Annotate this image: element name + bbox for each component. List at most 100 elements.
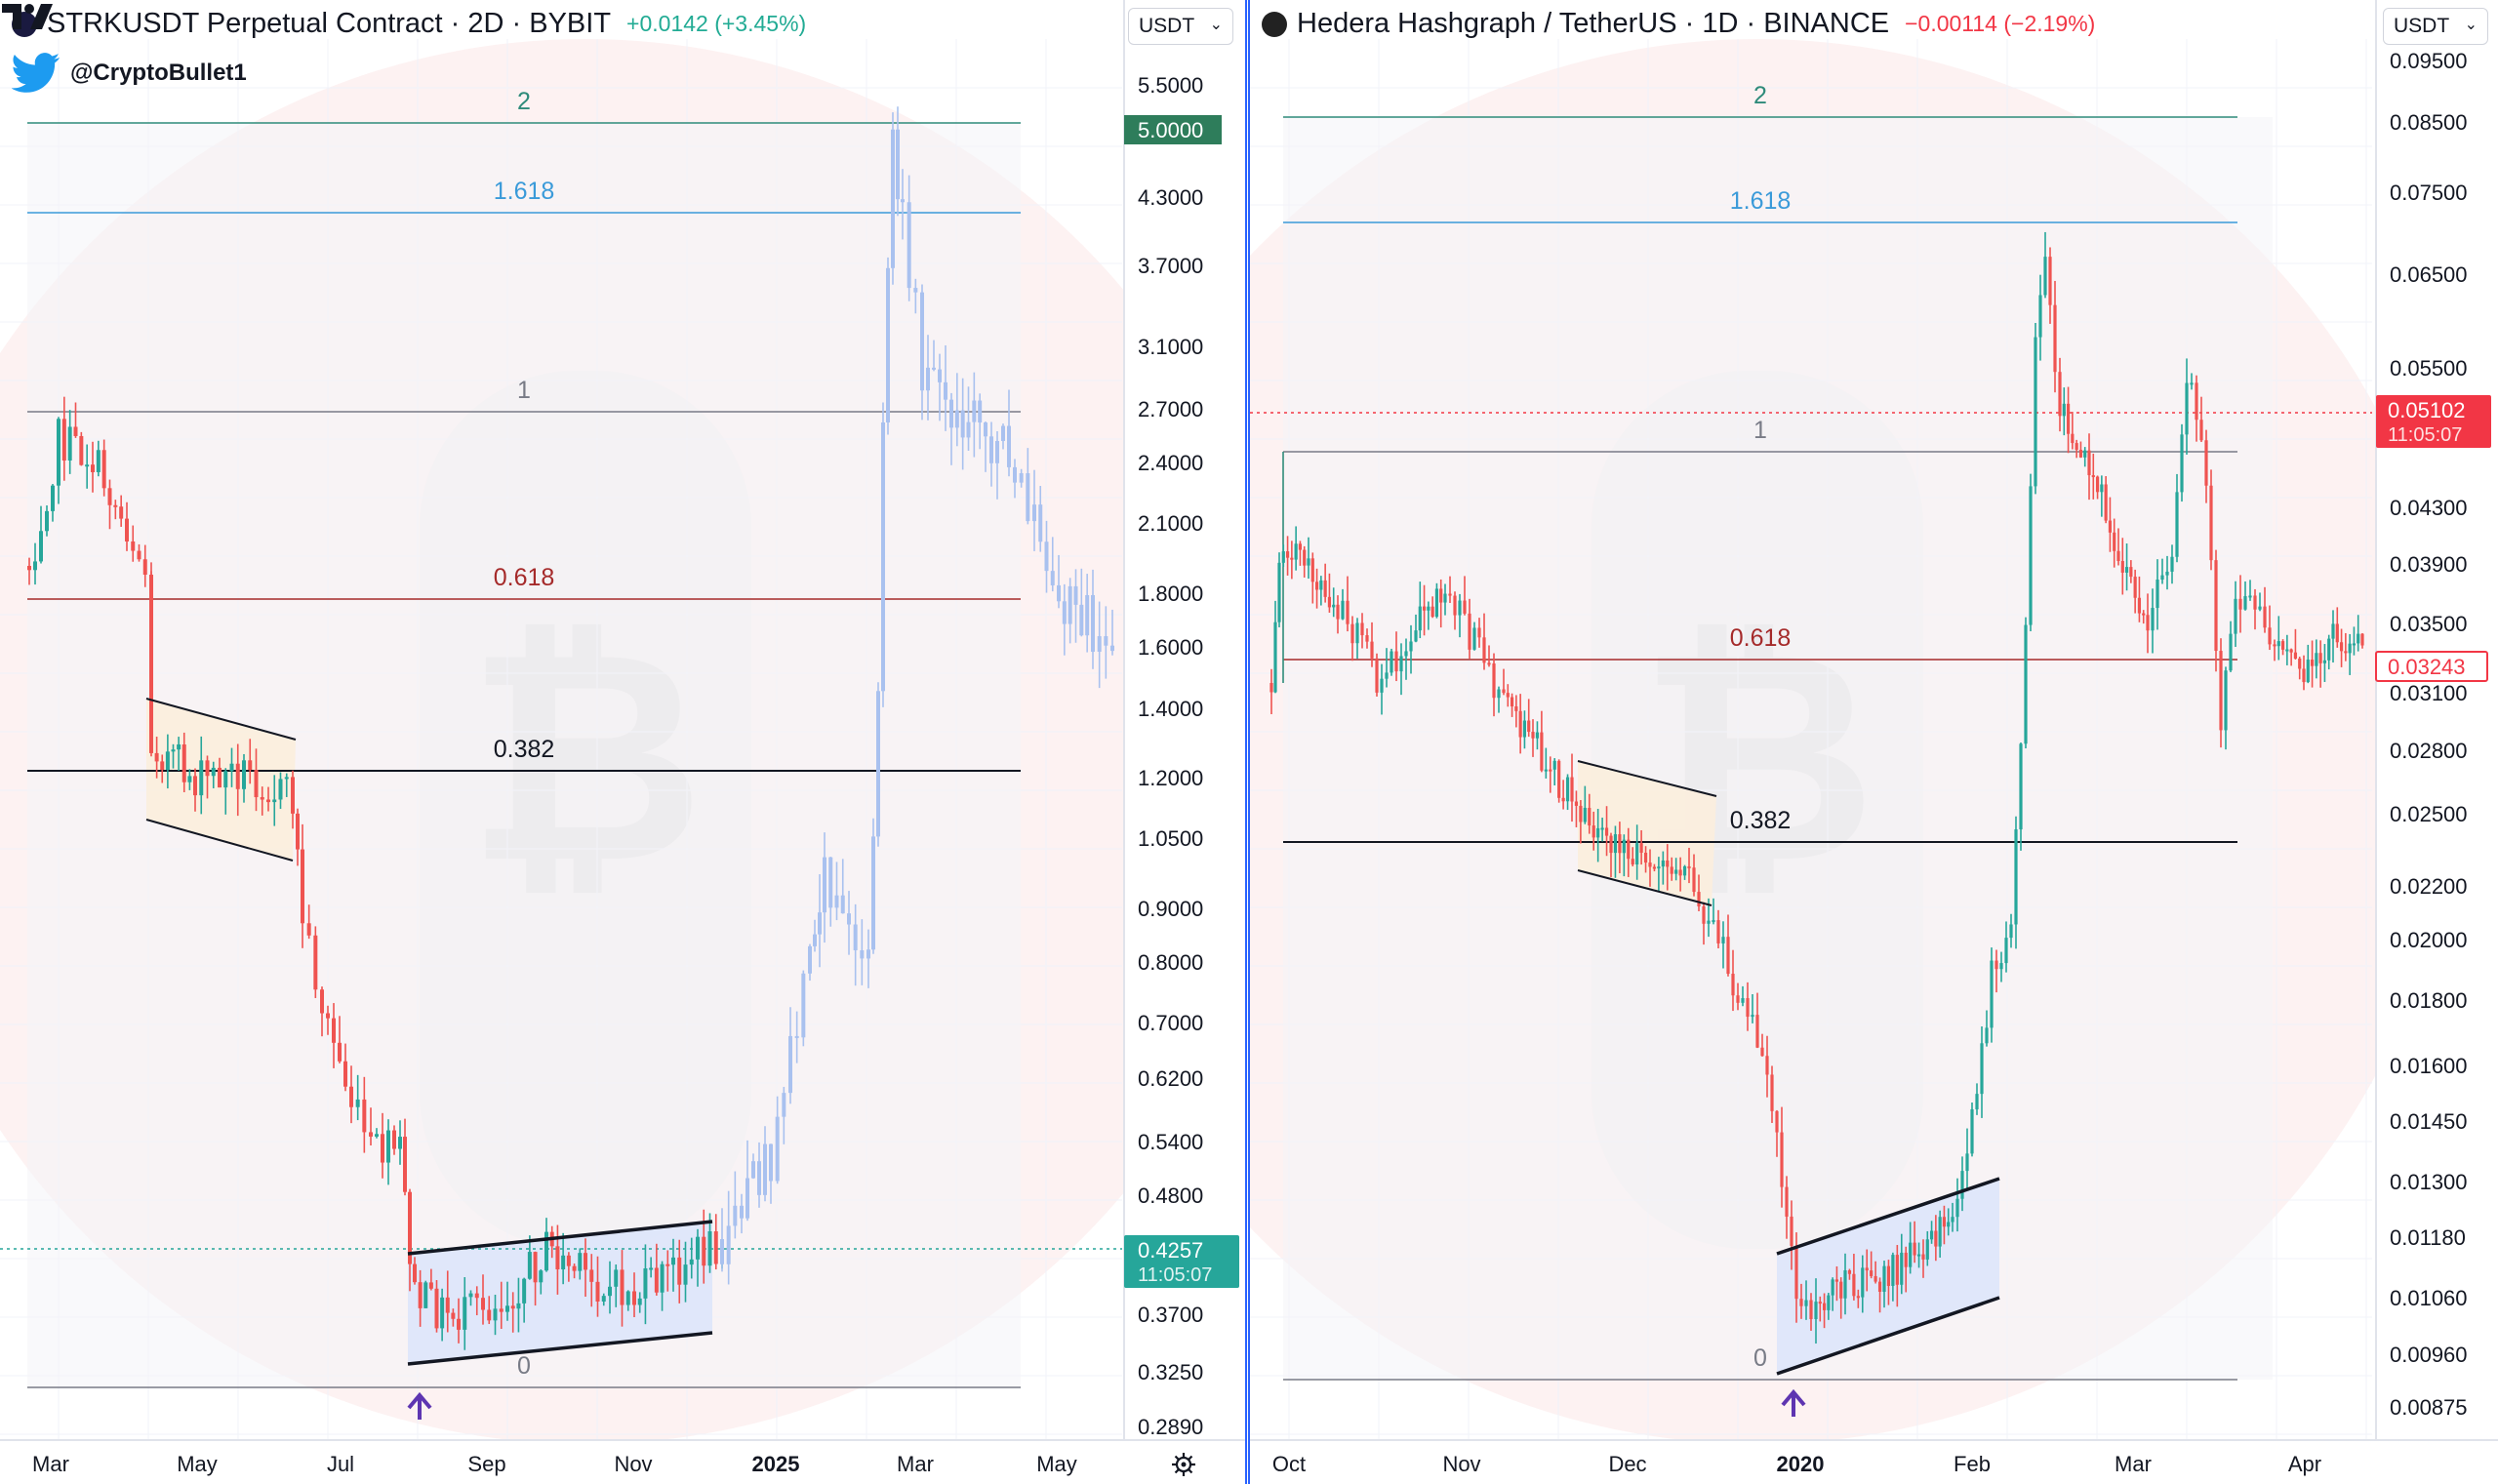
candle-body [1332,604,1336,608]
candle-body [2038,295,2042,338]
candle-body [733,1205,738,1226]
candle-body [242,760,246,789]
candle-body [1285,551,1290,558]
candle-body [2293,652,2298,659]
candle-body [907,202,911,289]
strk-chart-canvas[interactable]: ₿21.61810.6180.38205.50004.30003.70003.1… [0,0,1245,1484]
candle-body [57,419,60,486]
candle-body [1506,693,1510,698]
candle-body [782,1093,786,1117]
price-axis-label: 0.5400 [1138,1130,1203,1154]
right-currency-select[interactable]: USDT ⌄ [2383,8,2488,45]
candle-body [2357,633,2360,644]
price-axis-label: 0.02000 [2390,928,2468,952]
price-axis-label: 0.08500 [2390,110,2468,135]
candle-body [2146,615,2150,631]
candle-body [1544,769,1548,772]
candle-body [165,751,170,771]
price-marker-badge [1124,115,1222,144]
left-currency-select[interactable]: USDT ⌄ [1128,8,1233,45]
candle-body [229,763,234,772]
candle-body [995,441,999,463]
pane-divider[interactable] [1245,0,1250,1484]
candle-body [2133,577,2137,598]
candle-body [67,426,72,461]
candle-body [1870,1270,1874,1276]
time-axis-label: Dec [1608,1452,1646,1476]
candle-body [847,913,851,925]
candle-body [1622,839,1626,854]
candle-body [1809,1300,1813,1320]
gear-icon[interactable] [1169,1450,1198,1479]
right-chart-pane[interactable]: ₿21.61810.6180.38200.095000.085000.07500… [1250,0,2498,1484]
price-axis-label: 0.01300 [2390,1170,2468,1194]
candle-body [1716,920,1720,943]
candle-body [683,1264,688,1285]
candle-body [199,760,204,796]
candle-body [205,760,210,777]
candle-body [1856,1296,1860,1299]
candle-body [808,945,812,974]
candle-body [2175,492,2179,557]
candle-body [625,1291,630,1305]
candle-body [306,923,311,936]
candle-body [886,267,890,422]
candle-body [398,1137,402,1149]
price-axis-label: 2.1000 [1138,511,1203,536]
candle-body [1770,1074,1774,1111]
candle-body [2104,484,2108,521]
candle-body [1990,960,1994,1028]
fib-level-label: 0.382 [494,736,555,763]
hbar-chart-canvas[interactable]: ₿21.61810.6180.38200.095000.085000.07500… [1250,0,2498,1484]
candle-body [637,1298,642,1305]
author-handle: @CryptoBullet1 [70,60,247,86]
candle-body [978,400,983,423]
candle-body [527,1252,532,1279]
candle-body [1269,683,1273,693]
candle-body [2298,658,2302,669]
time-axis-bg [0,1440,1245,1484]
candle-body [1531,732,1535,739]
fib-level-label: 0.618 [494,564,555,591]
candle-body [1600,827,1604,830]
price-axis-label: 1.4000 [1138,697,1203,721]
candle-body [1682,865,1687,876]
candle-body [1661,860,1665,867]
candle-body [1627,839,1631,860]
candle-body [891,129,895,268]
candle-body [1085,594,1090,636]
candle-body [871,836,875,950]
candle-body [1785,1186,1789,1217]
price-axis-label: 0.03500 [2390,612,2468,636]
left-chart-header: STRKUSDT Perpetual Contract · 2D · BYBIT… [12,8,806,40]
candle-body [1635,843,1639,865]
candle-body [649,1267,654,1270]
candle-body [2024,624,2028,744]
left-chart-pane[interactable]: ₿21.61810.6180.38205.50004.30003.70003.1… [0,0,1245,1484]
candle-body [1468,613,1471,650]
candle-body [1965,1153,1969,1172]
candle-body [1702,906,1706,924]
time-axis-label: May [177,1452,218,1476]
candle-body [1775,1110,1779,1133]
left-currency-label: USDT [1139,15,1195,37]
candle-body [137,550,141,560]
candle-body [211,767,216,777]
price-axis-label: 0.00875 [2390,1395,2468,1420]
candle-body [2108,520,2113,533]
candle-body [1514,706,1518,711]
candle-body [1925,1239,1929,1260]
candle-body [751,1161,755,1179]
time-axis-label: Jul [327,1452,354,1476]
candle-body [91,464,95,472]
candle-body [1670,866,1673,874]
candle-body [775,1116,780,1182]
candle-body [665,1263,670,1266]
price-axis-label: 0.02500 [2390,802,2468,826]
candle-body [1097,636,1102,652]
candle-body [1900,1252,1904,1285]
candle-body [1422,606,1427,611]
candle-body [1346,600,1350,624]
candle-body [1985,1027,1989,1044]
candle-body [96,450,101,472]
